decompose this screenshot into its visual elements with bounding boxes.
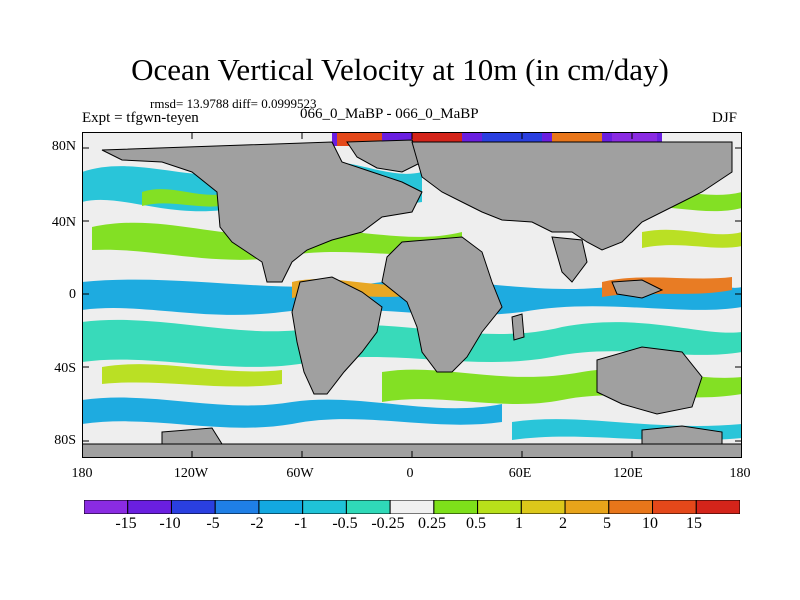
colorbar-label: 5 <box>603 515 611 532</box>
map-panel <box>82 132 742 458</box>
stats-text: rmsd= 13.9788 diff= 0.0999523 <box>150 96 317 111</box>
colorbar-swatch <box>695 500 740 514</box>
colorbar-swatch <box>520 500 566 514</box>
colorbar-swatch <box>477 500 522 514</box>
madagascar <box>511 313 525 341</box>
colorbar-label: -0.5 <box>332 515 358 532</box>
y-tick-label-80s: 80S <box>54 433 76 448</box>
land-masses <box>82 139 742 458</box>
colorbar-swatch <box>608 500 654 514</box>
season-label: DJF <box>712 110 738 126</box>
eurasia <box>411 141 733 251</box>
colorbar-label: 10 <box>642 515 658 532</box>
colorbar-swatch <box>389 500 435 514</box>
antarctic-shelf <box>641 425 723 445</box>
north-america <box>101 141 423 283</box>
colorbar-label: -0.25 <box>371 515 405 532</box>
colorbar-label: -1 <box>294 515 308 532</box>
colorbar-swatch <box>433 500 479 514</box>
colorbar-label: -15 <box>115 515 137 532</box>
colorbar-swatch <box>214 500 260 514</box>
colorbar-label: 2 <box>559 515 567 532</box>
maritime-continent <box>611 279 664 299</box>
colorbar-label: -10 <box>159 515 181 532</box>
case-label: 066_0_MaBP - 066_0_MaBP <box>300 106 479 122</box>
axis-ticks <box>82 132 742 458</box>
colorbar-label: 0.5 <box>466 515 486 532</box>
africa <box>381 236 503 373</box>
colorbar-swatch <box>564 500 610 514</box>
colorbar <box>84 500 740 514</box>
colorbar-swatch <box>302 500 347 514</box>
colorbar-label: 1 <box>515 515 523 532</box>
australia <box>596 346 703 415</box>
x-tick-label-180w: 180 <box>71 466 93 481</box>
x-tick-label-120e: 120E <box>613 466 643 481</box>
colorbar-label: -2 <box>250 515 264 532</box>
colorbar-swatch <box>345 500 391 514</box>
x-tick-label-60e: 60E <box>508 466 532 481</box>
colorbar-swatch <box>127 500 172 514</box>
greenland <box>346 139 423 173</box>
y-tick-label-80n: 80N <box>51 139 76 154</box>
x-tick-label-0: 0 <box>406 466 414 481</box>
experiment-label: Expt = tfgwn-teyen <box>82 110 199 126</box>
colorbar-swatch <box>258 500 304 514</box>
colorbar-swatch <box>84 500 129 514</box>
y-tick-label-40n: 40N <box>51 215 76 230</box>
south-america <box>291 276 383 395</box>
colorbar-swatch <box>170 500 216 514</box>
colorbar-label: 15 <box>686 515 702 532</box>
colorbar-label: -5 <box>206 515 220 532</box>
x-tick-label-120w: 120W <box>173 466 209 481</box>
plot-title: Ocean Vertical Velocity at 10m (in cm/da… <box>131 52 669 87</box>
antarctic-peninsula <box>161 427 223 445</box>
y-tick-label-eq: 0 <box>69 287 76 302</box>
colorbar-label: 0.25 <box>418 515 446 532</box>
x-tick-label-60w: 60W <box>286 466 314 481</box>
colorbar-swatch <box>652 500 697 514</box>
x-tick-label-180e: 180 <box>729 466 751 481</box>
india <box>551 236 588 283</box>
y-tick-label-40s: 40S <box>54 361 76 376</box>
